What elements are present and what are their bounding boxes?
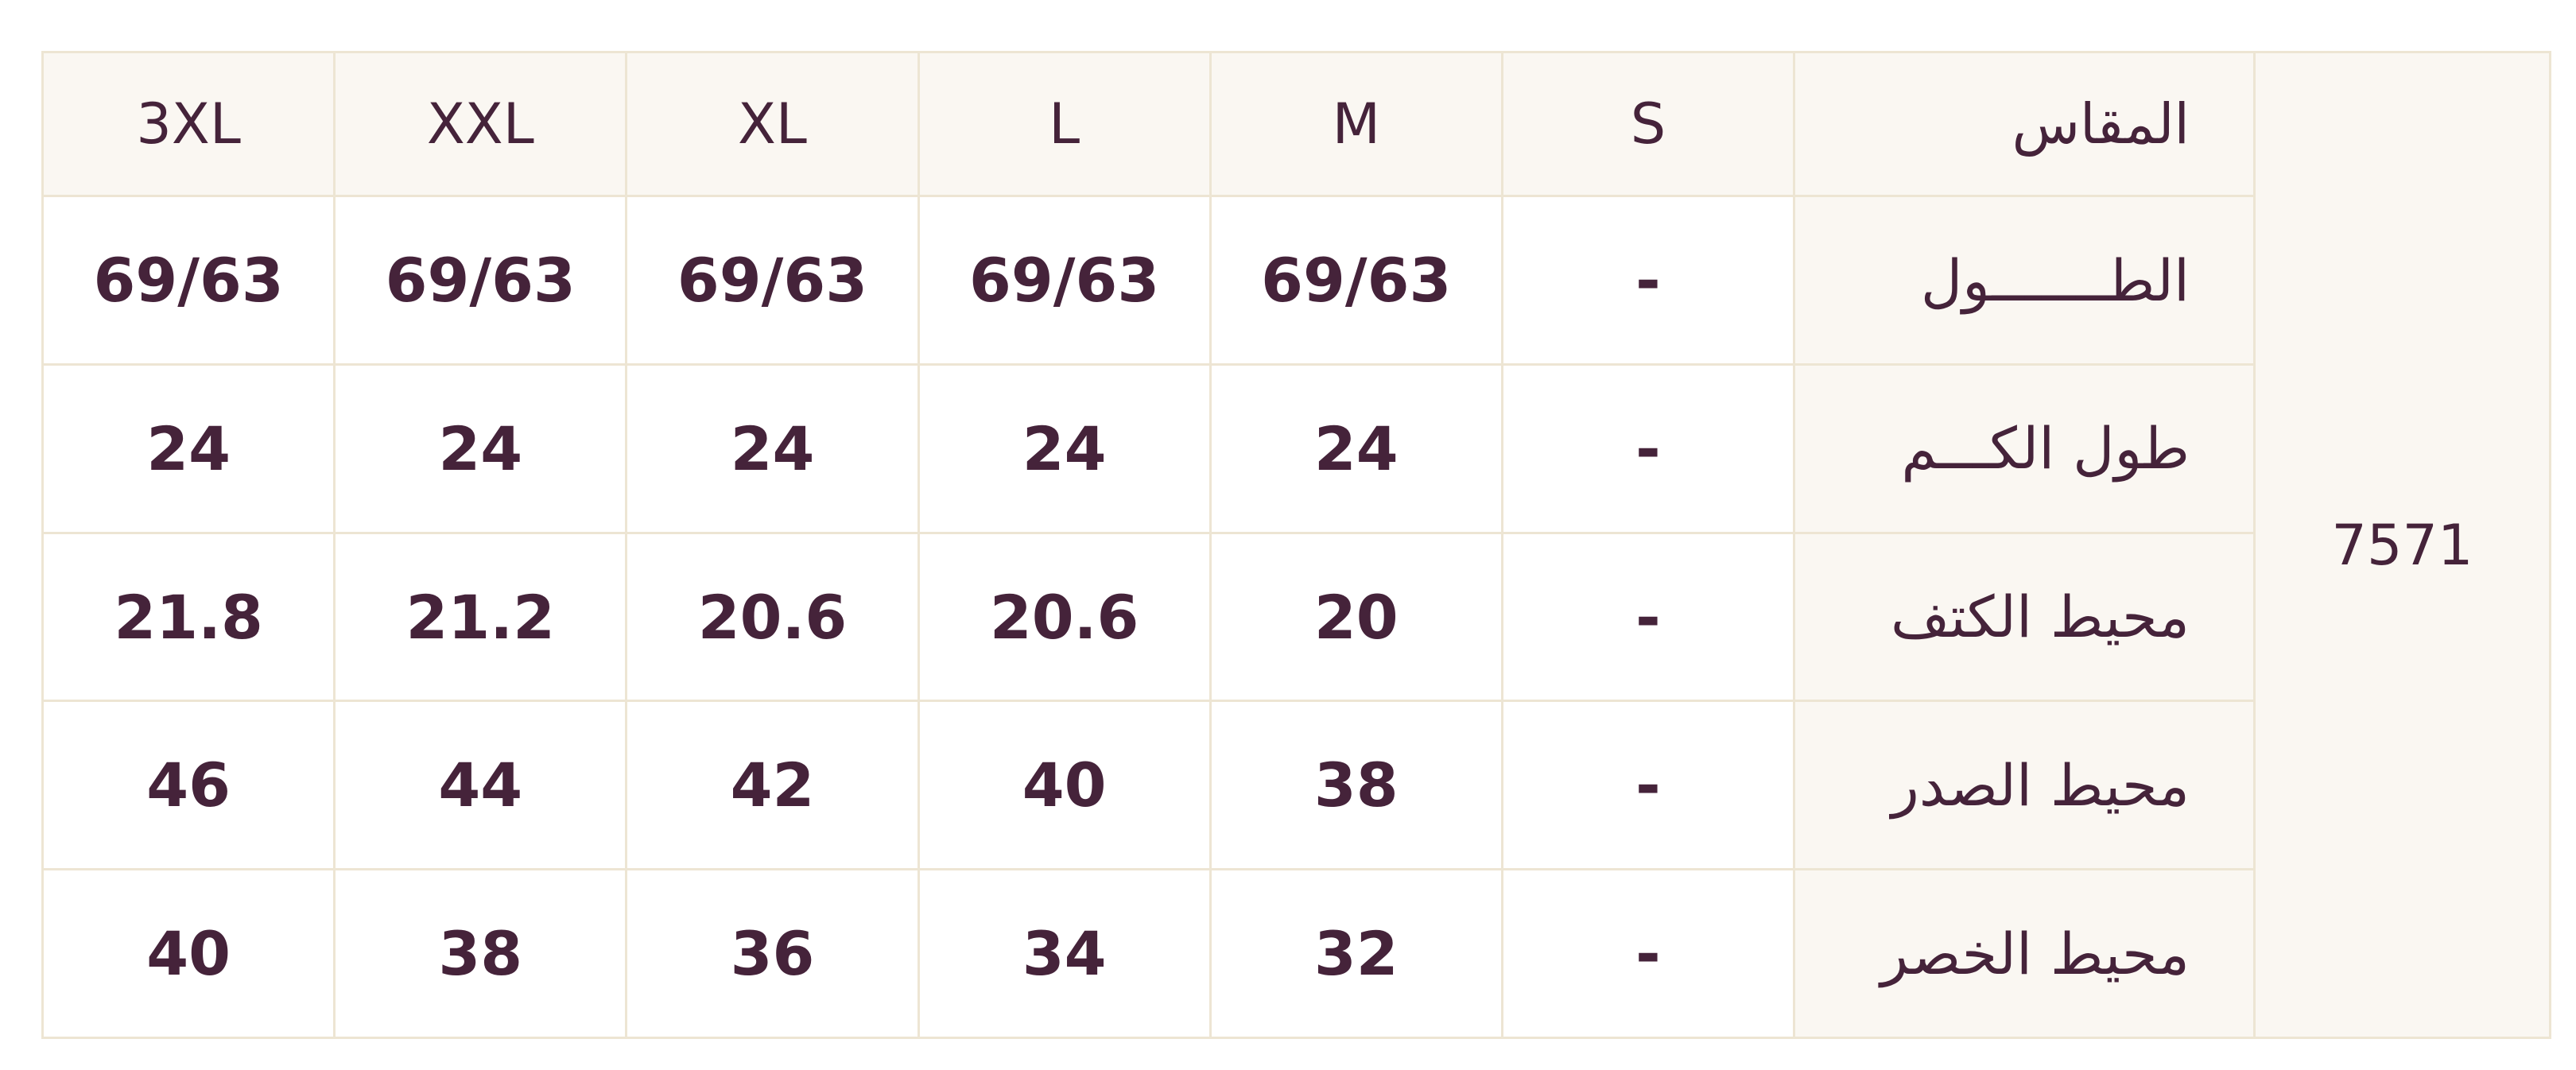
cell: 21.2: [333, 531, 628, 703]
row-label: الطـــــــول: [1793, 195, 2256, 366]
cell: 20.6: [917, 531, 1212, 703]
cell: 69/63: [41, 195, 336, 366]
cell: 24: [625, 363, 920, 534]
cell: 24: [917, 363, 1212, 534]
row-label: طول الكـــم: [1793, 363, 2256, 534]
size-xl: XL: [625, 50, 920, 198]
cell: 21.8: [41, 531, 336, 703]
cell: 38: [1208, 700, 1503, 871]
cell: -: [1500, 531, 1796, 703]
cell: 69/63: [917, 195, 1212, 366]
cell: -: [1500, 700, 1796, 871]
table-row: محيط الكتف - 20 20.6 20.6 21.2 21.8: [41, 531, 2551, 703]
cell: 32: [1208, 868, 1503, 1039]
size-3xl: 3XL: [41, 50, 336, 198]
row-label: محيط الصدر: [1793, 700, 2256, 871]
cell: 46: [41, 700, 336, 871]
cell: 69/63: [333, 195, 628, 366]
cell: 24: [333, 363, 628, 534]
row-label: محيط الكتف: [1793, 531, 2256, 703]
table-row: محيط الخصر - 32 34 36 38 40: [41, 868, 2551, 1039]
cell: 40: [41, 868, 336, 1039]
cell: 69/63: [1208, 195, 1503, 366]
cell: 69/63: [625, 195, 920, 366]
header-row: 7571 المقاس S M L XL XXL 3XL: [41, 50, 2551, 1039]
size-s: S: [1500, 50, 1796, 198]
cell: -: [1500, 868, 1796, 1039]
cell: 40: [917, 700, 1212, 871]
size-header-label: المقاس: [1793, 50, 2256, 198]
cell: 20: [1208, 531, 1503, 703]
table-row: محيط الصدر - 38 40 42 44 46: [41, 700, 2551, 871]
cell: 34: [917, 868, 1212, 1039]
size-m: M: [1208, 50, 1503, 198]
table-row: الطـــــــول - 69/63 69/63 69/63 69/63 6…: [41, 195, 2551, 366]
cell: 20.6: [625, 531, 920, 703]
cell: 36: [625, 868, 920, 1039]
cell: -: [1500, 195, 1796, 366]
cell: -: [1500, 363, 1796, 534]
product-code: 7571: [2253, 51, 2551, 1039]
cell: 24: [1208, 363, 1503, 534]
table-row: طول الكـــم - 24 24 24 24 24: [41, 363, 2551, 534]
size-l: L: [917, 50, 1212, 198]
row-label: محيط الخصر: [1793, 868, 2256, 1039]
size-chart-table: 7571 المقاس S M L XL XXL 3XL الطـــــــو…: [41, 50, 2551, 1039]
cell: 24: [41, 363, 336, 534]
size-xxl: XXL: [333, 50, 628, 198]
cell: 38: [333, 868, 628, 1039]
cell: 44: [333, 700, 628, 871]
cell: 42: [625, 700, 920, 871]
